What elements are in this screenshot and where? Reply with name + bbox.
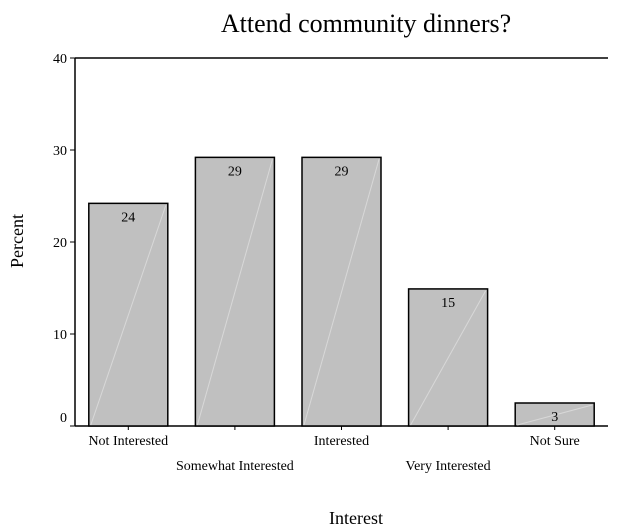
y-tick-label: 0 bbox=[60, 411, 67, 426]
bar-shading-line bbox=[90, 205, 167, 426]
data-label: 3 bbox=[551, 410, 558, 425]
y-tick-label: 30 bbox=[53, 144, 67, 159]
bar-shading-line bbox=[410, 290, 487, 426]
y-tick-label: 40 bbox=[53, 52, 67, 67]
bar-shading-line bbox=[517, 404, 593, 426]
x-tick-label: Not Sure bbox=[530, 434, 580, 449]
x-tick-label: Interested bbox=[314, 434, 369, 449]
bar-shading-line bbox=[196, 159, 273, 426]
data-label: 29 bbox=[228, 164, 242, 179]
bar-shading-line bbox=[303, 159, 380, 426]
data-label: 15 bbox=[441, 296, 455, 311]
y-tick-label: 20 bbox=[53, 236, 67, 251]
data-label: 29 bbox=[335, 164, 349, 179]
x-axis-label: Interest bbox=[329, 508, 383, 528]
y-axis-label: Percent bbox=[7, 214, 27, 268]
bar bbox=[301, 156, 382, 427]
plot-area: 0 10 20 30 40 24 Not Interested 29 Somewhat Inte… bbox=[53, 52, 608, 474]
x-tick-label: Somewhat Interested bbox=[176, 459, 294, 474]
x-tick-label: Not Interested bbox=[88, 434, 168, 449]
y-tick-label: 10 bbox=[53, 328, 67, 343]
chart-title: Attend community dinners? bbox=[221, 9, 511, 38]
data-label: 24 bbox=[121, 210, 135, 225]
x-tick-label: Very Interested bbox=[406, 459, 491, 474]
